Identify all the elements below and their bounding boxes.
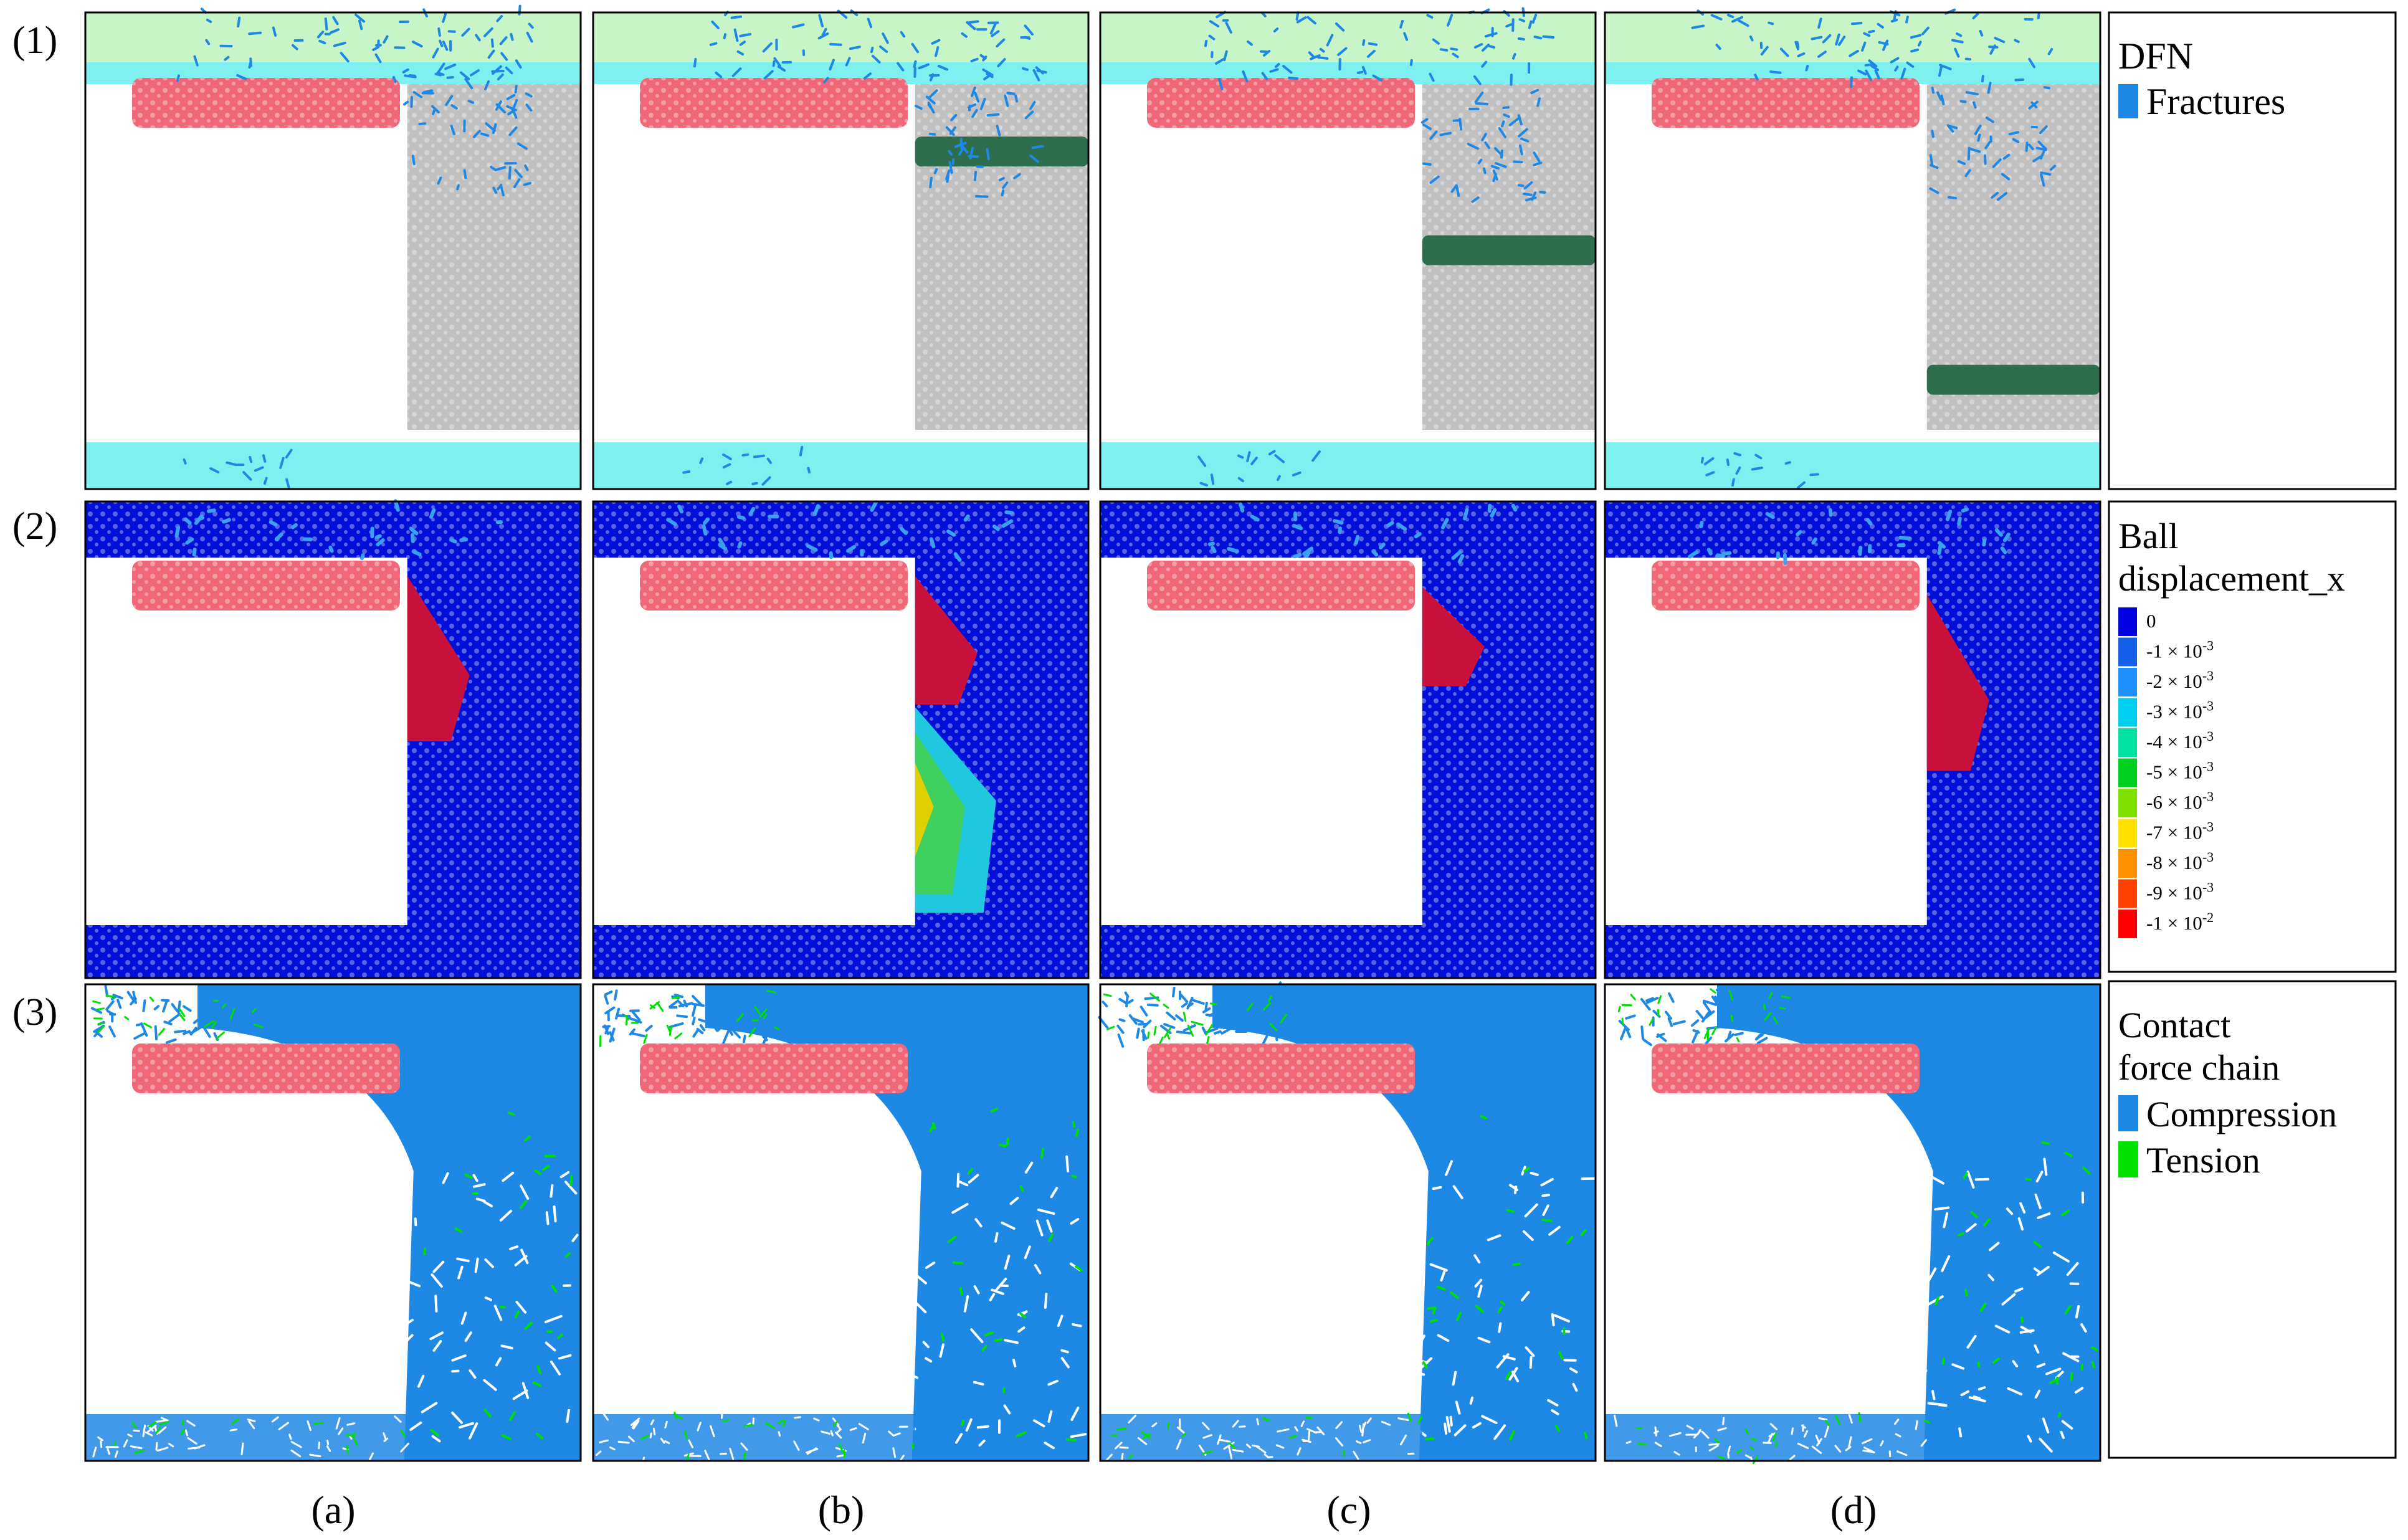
legend-force-chain-title-1: Contact: [2118, 1005, 2230, 1045]
panel-row2-col-3: [1099, 500, 1597, 979]
legend-force-chain: Contact force chain Compression Tension: [2108, 980, 2397, 1459]
bottom-chain-layer: [1605, 1414, 1927, 1461]
scale-label: -7 × 10-3: [2146, 819, 2214, 844]
fractures-swatch: [2118, 84, 2138, 118]
legend-force-chain-title-2: force chain: [2118, 1047, 2280, 1088]
rock-band: [915, 136, 1088, 167]
panel-row1-col-4: [1604, 8, 2101, 490]
panel-frame: [1604, 500, 2101, 979]
panel-frame: [592, 11, 1090, 490]
displaced-zone: [915, 576, 978, 705]
rock-band: [1422, 235, 1596, 265]
scale-swatch: [2118, 668, 2137, 696]
bottom-chain-layer: [85, 1414, 407, 1461]
column-label-b: (b): [818, 1488, 865, 1532]
panel-frame: [1604, 983, 2101, 1462]
scale-label: 0: [2146, 610, 2156, 632]
scale-label: -6 × 10-3: [2146, 789, 2214, 813]
panel-row3-col-3: [1098, 981, 1597, 1463]
scale-label: -8 × 10-3: [2146, 849, 2214, 873]
bottom-layer: [1605, 442, 2100, 489]
panel-frame: [84, 983, 582, 1462]
bottom-layer: [85, 442, 581, 489]
row-label-1: (1): [12, 19, 57, 62]
scale-swatch: [2118, 789, 2137, 817]
legend-fractures-label: Fractures: [2146, 81, 2285, 122]
panel-frame: [592, 500, 1090, 979]
panel-frame: [84, 11, 582, 490]
scale-label: -2 × 10-3: [2146, 668, 2214, 692]
panel-frame: [592, 983, 1090, 1462]
panel-row2-col-2: [592, 500, 1090, 979]
displaced-zone: [1926, 594, 1989, 771]
row-label-3: (3): [12, 991, 57, 1034]
legend-dfn-title: DFN: [2118, 36, 2193, 77]
column-label-d: (d): [1830, 1488, 1877, 1532]
scale-swatch: [2118, 637, 2137, 667]
bottom-layer: [1100, 442, 1596, 489]
compression-zone: [705, 984, 1088, 1461]
legend-displacement: Ball displacement_x 0 -1 × 10-3 -2 × 10-3 -…: [2108, 500, 2397, 973]
legend-dfn: DFN Fractures: [2108, 11, 2397, 490]
scale-swatch: [2118, 758, 2137, 787]
scale-swatch: [2118, 849, 2137, 878]
column-labels: (a) (b) (c) (d): [311, 1488, 1877, 1532]
displacement-color-scale: 0 -1 × 10-3 -2 × 10-3 -3 × 10-3 -4 × 10-3 -5 …: [2118, 607, 2214, 938]
column-label-c: (c): [1326, 1488, 1371, 1532]
excavation-void: [1605, 558, 1927, 925]
scale-swatch: [2118, 728, 2137, 757]
panel-row3-col-4: [1604, 983, 2101, 1465]
panel-frame: [1099, 11, 1597, 490]
panel-grid: [84, 4, 2101, 1468]
row-labels: (1) (2) (3): [12, 19, 57, 1034]
column-label-a: (a): [311, 1488, 355, 1532]
legend-compression-label: Compression: [2146, 1094, 2337, 1134]
panel-row1-col-3: [1099, 7, 1597, 490]
displaced-zone: [1422, 587, 1485, 687]
scale-label: -5 × 10-3: [2146, 759, 2214, 783]
scale-swatch: [2118, 879, 2137, 908]
excavation-void: [593, 558, 915, 925]
top-layer: [593, 12, 1088, 62]
scale-label: -1 × 10-3: [2146, 638, 2214, 662]
panel-frame: [84, 500, 582, 979]
legend-displacement-title-1: Ball: [2118, 516, 2179, 556]
panel-row2-col-4: [1604, 500, 2101, 979]
scale-label: -9 × 10-3: [2146, 880, 2214, 904]
scale-label: -4 × 10-3: [2146, 728, 2214, 753]
scale-swatch: [2118, 819, 2137, 848]
rock-band: [1926, 364, 2100, 395]
excavation-void: [1100, 558, 1422, 925]
panel-frame: [1099, 983, 1597, 1462]
legend-tension-label: Tension: [2146, 1140, 2260, 1181]
panel-row2-col-1: [84, 499, 582, 979]
panel-row3-col-1: [84, 983, 582, 1462]
bottom-layer: [593, 442, 1088, 489]
scale-swatch: [2118, 607, 2137, 636]
panel-row1-col-2: [592, 9, 1090, 490]
excavation-void: [85, 558, 407, 925]
legend-displacement-title-2: displacement_x: [2118, 558, 2345, 599]
panel-frame: [1604, 11, 2101, 490]
scale-label: -3 × 10-3: [2146, 698, 2214, 723]
tension-swatch: [2118, 1141, 2138, 1177]
panel-frame: [1099, 500, 1597, 979]
compression-swatch: [2118, 1095, 2138, 1131]
compression-zone: [1212, 984, 1596, 1461]
compression-zone: [1717, 984, 2100, 1461]
panel-row3-col-2: [592, 983, 1090, 1468]
panel-row1-col-1: [84, 4, 582, 490]
scale-swatch: [2118, 698, 2137, 727]
row-label-2: (2): [12, 505, 57, 548]
scale-label: -1 × 10-2: [2146, 910, 2214, 934]
scale-swatch: [2118, 910, 2137, 938]
compression-zone: [197, 984, 581, 1461]
displaced-zone: [407, 576, 470, 741]
